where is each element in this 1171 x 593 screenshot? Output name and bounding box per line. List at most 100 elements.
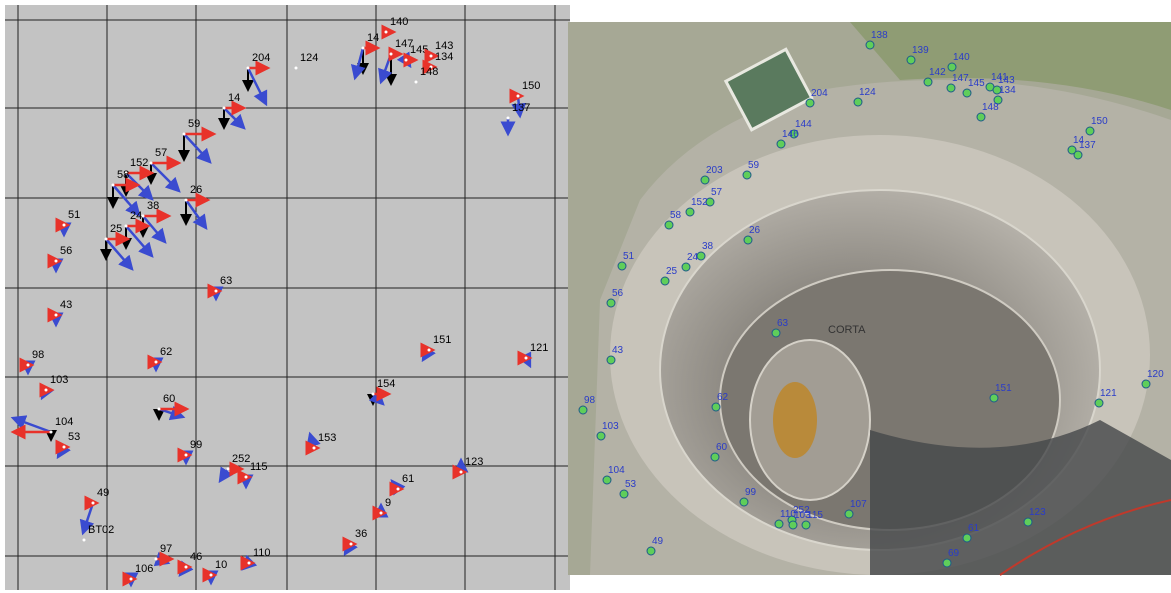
survey-point bbox=[214, 289, 218, 293]
survey-point bbox=[962, 88, 972, 98]
point-label: 49 bbox=[97, 487, 109, 499]
survey-point bbox=[1023, 517, 1033, 527]
survey-point bbox=[776, 139, 786, 149]
point-label: 61 bbox=[968, 523, 980, 534]
point-label: 150 bbox=[522, 80, 540, 92]
survey-point bbox=[389, 52, 393, 56]
survey-point bbox=[62, 223, 66, 227]
point-label: 104 bbox=[608, 465, 625, 476]
point-label: 63 bbox=[777, 318, 789, 329]
point-label: 38 bbox=[702, 241, 714, 252]
survey-point bbox=[685, 207, 695, 217]
point-label: 140 bbox=[390, 16, 408, 28]
point-label: 154 bbox=[377, 378, 395, 390]
survey-point bbox=[506, 116, 510, 120]
point-label: 110 bbox=[253, 547, 271, 559]
survey-point bbox=[141, 214, 145, 218]
point-label: 203 bbox=[706, 165, 723, 176]
point-label: 140 bbox=[953, 52, 970, 63]
vegetation bbox=[850, 22, 1171, 110]
point-label: 151 bbox=[433, 334, 451, 346]
point-label: 60 bbox=[716, 442, 728, 453]
point-label: 60 bbox=[163, 393, 175, 405]
point-label: 138 bbox=[871, 30, 888, 41]
survey-point bbox=[379, 511, 383, 515]
point-label: 53 bbox=[68, 431, 80, 443]
displacement-total bbox=[10, 415, 52, 434]
point-label: 25 bbox=[110, 223, 122, 235]
point-label: 123 bbox=[1029, 507, 1046, 518]
point-label: 43 bbox=[612, 345, 624, 356]
survey-point bbox=[82, 538, 86, 542]
displacement-total bbox=[218, 466, 234, 484]
survey-point bbox=[157, 407, 161, 411]
point-label: 145 bbox=[410, 44, 428, 56]
point-label: 99 bbox=[745, 487, 757, 498]
survey-point bbox=[312, 446, 316, 450]
displacement-total bbox=[150, 162, 181, 193]
survey-point bbox=[294, 66, 298, 70]
survey-point bbox=[154, 557, 158, 561]
survey-point bbox=[743, 235, 753, 245]
survey-point bbox=[149, 161, 153, 165]
survey-point bbox=[54, 313, 58, 317]
point-label: 104 bbox=[55, 416, 73, 428]
survey-point bbox=[962, 533, 972, 543]
point-label: 24 bbox=[130, 210, 142, 222]
point-label: 49 bbox=[652, 536, 664, 547]
point-label: 143 bbox=[998, 75, 1015, 86]
point-label: 144 bbox=[795, 119, 812, 130]
point-label: 103 bbox=[50, 374, 68, 386]
point-label: 56 bbox=[60, 245, 72, 257]
point-label: 62 bbox=[717, 392, 729, 403]
survey-point bbox=[91, 501, 95, 505]
survey-point bbox=[742, 170, 752, 180]
survey-point bbox=[602, 475, 612, 485]
survey-point bbox=[129, 577, 133, 581]
survey-point bbox=[774, 519, 784, 529]
survey-point bbox=[853, 97, 863, 107]
point-label: 61 bbox=[402, 473, 414, 485]
point-label: 69 bbox=[948, 548, 960, 559]
point-label: 121 bbox=[1100, 388, 1117, 399]
survey-point bbox=[371, 392, 375, 396]
survey-point bbox=[396, 487, 400, 491]
point-label: 147 bbox=[952, 73, 969, 84]
survey-point bbox=[923, 77, 933, 87]
survey-point bbox=[184, 453, 188, 457]
displacement-total bbox=[223, 107, 246, 130]
survey-point bbox=[801, 520, 811, 530]
survey-point bbox=[49, 430, 53, 434]
survey-point bbox=[184, 565, 188, 569]
point-label: 252 bbox=[232, 453, 250, 465]
survey-point bbox=[989, 393, 999, 403]
point-label: 53 bbox=[625, 479, 637, 490]
survey-point bbox=[524, 356, 528, 360]
point-label: 106 bbox=[135, 563, 153, 575]
point-label: 14 bbox=[367, 32, 379, 44]
survey-point bbox=[596, 431, 606, 441]
survey-point bbox=[606, 355, 616, 365]
point-label: 46 bbox=[190, 551, 202, 563]
point-label: 153 bbox=[318, 432, 336, 444]
point-label: 151 bbox=[995, 383, 1012, 394]
point-label: 58 bbox=[670, 210, 682, 221]
survey-point bbox=[184, 198, 188, 202]
point-label: 123 bbox=[465, 456, 483, 468]
survey-point bbox=[705, 197, 715, 207]
survey-point bbox=[1094, 398, 1104, 408]
point-label: 204 bbox=[811, 88, 828, 99]
survey-point bbox=[516, 94, 520, 98]
point-label: 152 bbox=[130, 157, 148, 169]
point-label: 38 bbox=[147, 200, 159, 212]
survey-point bbox=[681, 262, 691, 272]
displacement-total bbox=[350, 47, 366, 81]
survey-point bbox=[62, 445, 66, 449]
survey-point bbox=[182, 132, 186, 136]
survey-point bbox=[246, 66, 250, 70]
point-label: 25 bbox=[666, 266, 678, 277]
survey-point bbox=[26, 363, 30, 367]
